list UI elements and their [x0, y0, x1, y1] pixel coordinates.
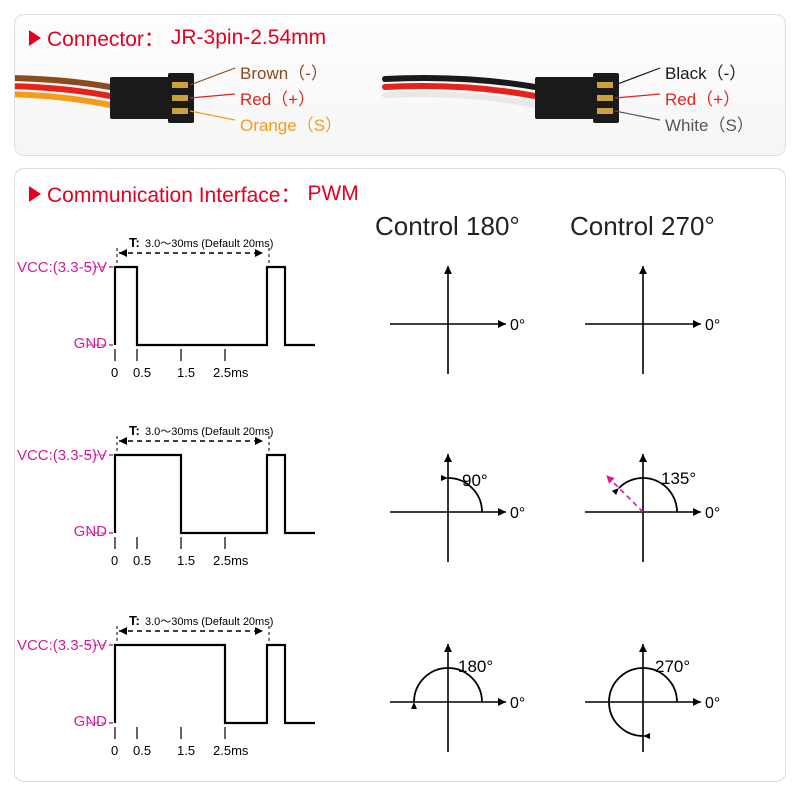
row-svg: T: 3.0～30ms (Default 20ms) 0 0.5 1.5 2.5ms 0° 1…: [15, 607, 787, 787]
pwm-value: PWM: [307, 182, 358, 206]
row-svg: T: 3.0～30ms (Default 20ms) 0 0.5 1.5 2.5ms 0° 0…: [15, 229, 787, 409]
svg-text:2.5ms: 2.5ms: [213, 553, 249, 568]
pwm-label: Communication Interface：: [47, 179, 301, 209]
svg-text:0.5: 0.5: [133, 365, 151, 380]
svg-text:0°: 0°: [705, 695, 720, 712]
pin-label-orange: Orange（S）: [240, 111, 342, 136]
svg-text:T:: T:: [129, 235, 140, 250]
triangle-icon: [29, 186, 41, 202]
svg-text:3.0～30ms (Default 20ms): 3.0～30ms (Default 20ms): [145, 426, 273, 438]
svg-text:0°: 0°: [510, 317, 525, 334]
svg-text:T:: T:: [129, 423, 140, 438]
pin-label-white: White（S）: [665, 111, 754, 136]
connector-panel: Connector： JR-3pin-2.54mm Brown（-） Red（+…: [14, 14, 786, 156]
svg-text:0°: 0°: [705, 505, 720, 522]
pwm-row: VCC:(3.3-5)VGNDT:3.0～30ms (Default 20ms)…: [15, 229, 787, 409]
svg-text:0.5: 0.5: [133, 553, 151, 568]
svg-text:2.5ms: 2.5ms: [213, 365, 249, 380]
svg-text:0: 0: [111, 743, 118, 758]
svg-text:135°: 135°: [661, 469, 696, 488]
svg-text:0: 0: [111, 365, 118, 380]
svg-text:180°: 180°: [458, 657, 493, 676]
svg-text:90°: 90°: [462, 471, 488, 490]
svg-text:T:: T:: [129, 613, 140, 628]
svg-text:0°: 0°: [510, 695, 525, 712]
svg-text:1.5: 1.5: [177, 743, 195, 758]
pwm-row: VCC:(3.3-5)VGNDT:3.0～30ms (Default 20ms)…: [15, 417, 787, 597]
svg-text:3.0～30ms (Default 20ms): 3.0～30ms (Default 20ms): [145, 238, 273, 250]
svg-text:270°: 270°: [655, 657, 690, 676]
svg-text:0°: 0°: [705, 317, 720, 334]
row-svg: T: 3.0～30ms (Default 20ms) 0 0.5 1.5 2.5ms 0° 9…: [15, 417, 787, 597]
svg-text:2.5ms: 2.5ms: [213, 743, 249, 758]
pwm-panel: Communication Interface： PWM Control 180…: [14, 168, 786, 782]
pin-label-red-l: Red（+）: [240, 85, 315, 110]
pwm-header: Communication Interface： PWM: [29, 179, 359, 209]
svg-text:0°: 0°: [510, 505, 525, 522]
svg-text:0.5: 0.5: [133, 743, 151, 758]
svg-text:0: 0: [111, 553, 118, 568]
svg-text:1.5: 1.5: [177, 365, 195, 380]
pin-label-brown: Brown（-）: [240, 59, 328, 84]
svg-text:1.5: 1.5: [177, 553, 195, 568]
pin-label-red-r: Red（+）: [665, 85, 740, 110]
svg-text:3.0～30ms (Default 20ms): 3.0～30ms (Default 20ms): [145, 616, 273, 628]
pwm-row: VCC:(3.3-5)VGNDT:3.0～30ms (Default 20ms)…: [15, 607, 787, 787]
pin-label-black: Black（-）: [665, 59, 746, 84]
